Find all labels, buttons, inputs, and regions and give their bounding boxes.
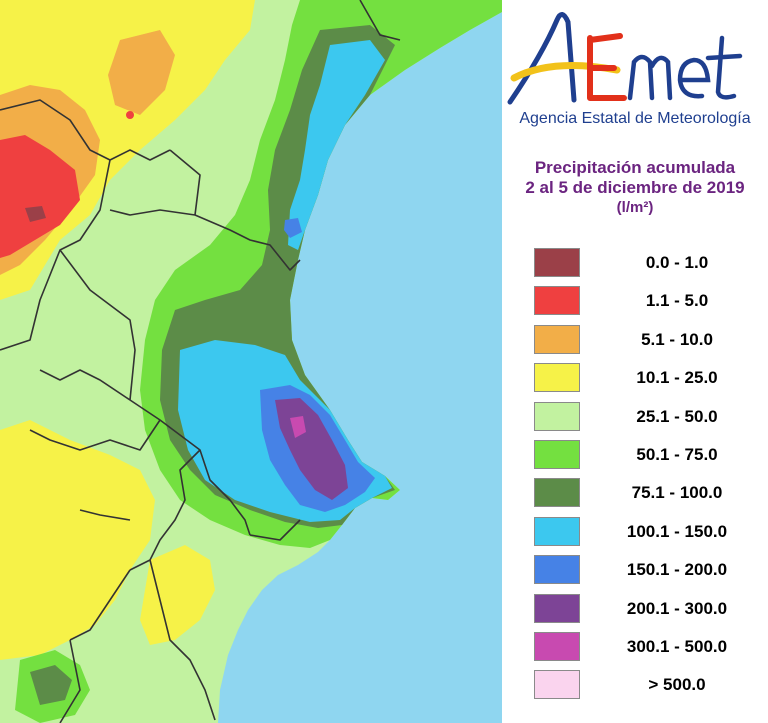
legend-swatch: [534, 670, 580, 700]
legend-item: 25.1 - 50.0: [534, 398, 764, 436]
legend-label: 0.0 - 1.0: [645, 253, 709, 272]
legend-label: > 500.0: [648, 675, 706, 695]
legend-label: 75.1 - 100.0: [631, 483, 723, 503]
zone-1-5: [0, 135, 80, 258]
legend-swatch: [534, 286, 580, 316]
legend-item: 200.1 - 300.0: [534, 590, 764, 628]
legend-swatch: [534, 631, 580, 661]
zone-300-500: [290, 416, 306, 438]
zone-5-10-b: [108, 30, 175, 115]
legend-item: 0.0 - 1.0: [534, 244, 764, 282]
legend-label: 5.1 - 10.0: [641, 329, 713, 349]
legend-label: 1.1 - 5.0: [645, 291, 709, 311]
legend-item: 100.1 - 150.0: [534, 513, 764, 551]
zone-10-25-north: [0, 0, 255, 300]
legend-item: 50.1 - 75.0: [534, 436, 764, 474]
legend-swatch: [534, 363, 580, 393]
legend-swatch: [534, 593, 580, 623]
legend-swatch: [534, 478, 580, 508]
zone-100-150-north: [288, 40, 385, 250]
legend: 0.0 - 1.0 1.1 - 5.0 5.1 - 10.0 10.1 - 25.0 2…: [534, 244, 764, 705]
legend-item: 5.1 - 10.0: [534, 321, 764, 359]
province-borders: [0, 0, 401, 723]
legend-label: 200.1 - 300.0: [626, 598, 728, 618]
legend-label: 150.1 - 200.0: [626, 560, 728, 580]
aemet-logo-icon: [507, 12, 743, 105]
legend-swatch: [534, 248, 580, 277]
legend-swatch: [534, 324, 580, 354]
spot-a: [45, 93, 55, 103]
legend-swatch: [534, 516, 580, 546]
agency-name: Agencia Estatal de Meteorología: [519, 110, 751, 127]
legend-label: 50.1 - 75.0: [636, 444, 718, 464]
legend-item: 10.1 - 25.0: [534, 359, 764, 397]
precipitation-map: [0, 0, 502, 723]
legend-item: 1.1 - 5.0: [534, 282, 764, 320]
legend-item: 75.1 - 100.0: [534, 474, 764, 512]
legend-panel: Agencia Estatal de Meteorología Precipit…: [502, 0, 768, 723]
zone-150-200-dot: [284, 218, 302, 238]
legend-label: 100.1 - 150.0: [626, 521, 728, 541]
title-line-1: Precipitación acumulada: [534, 158, 736, 177]
aemet-logo: [502, 0, 768, 140]
legend-item: 300.1 - 500.0: [534, 628, 764, 666]
title-unit: (l/m²): [616, 199, 654, 216]
legend-swatch: [534, 401, 580, 431]
zone-75-100-southwest: [30, 665, 72, 705]
legend-item: > 500.0: [534, 666, 764, 704]
legend-item: 150.1 - 200.0: [534, 551, 764, 589]
map-svg: [0, 0, 502, 723]
legend-label: 10.1 - 25.0: [636, 368, 718, 388]
spot-b: [126, 111, 134, 119]
legend-swatch: [534, 439, 580, 469]
zone-10-25-southwest: [0, 420, 155, 660]
map-title: Precipitación acumulada 2 al 5 de diciem…: [502, 158, 768, 218]
legend-label: 25.1 - 50.0: [636, 406, 718, 426]
legend-swatch: [534, 555, 580, 585]
zone-0-1: [25, 206, 46, 222]
legend-label: 300.1 - 500.0: [626, 636, 728, 656]
title-line-2: 2 al 5 de diciembre de 2019: [525, 178, 745, 197]
zone-10-25-south: [140, 545, 215, 645]
